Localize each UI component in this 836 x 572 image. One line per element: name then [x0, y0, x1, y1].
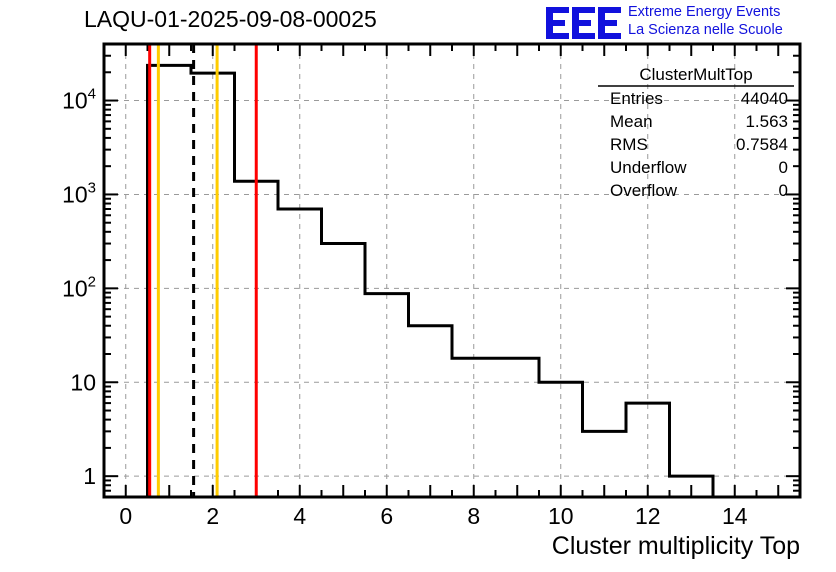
stats-row-label: Mean [610, 112, 653, 131]
stats-row-value: 0.7584 [736, 135, 788, 154]
stats-row-label: Overflow [610, 181, 678, 200]
eee-letters-icon [546, 7, 621, 39]
y-tick-label: 103 [62, 179, 96, 207]
stats-row-value: 0 [779, 181, 788, 200]
x-axis-title: Cluster multiplicity Top [552, 532, 800, 560]
x-tick-label: 10 [548, 503, 574, 529]
stats-row-label: RMS [610, 135, 648, 154]
stats-row-label: Underflow [610, 158, 687, 177]
x-tick-label: 12 [635, 503, 661, 529]
y-tick-label: 102 [62, 273, 96, 301]
x-tick-label: 6 [380, 503, 393, 529]
y-tick-label: 104 [62, 86, 96, 114]
stats-row-value: 44040 [741, 89, 788, 108]
x-tick-label: 4 [293, 503, 306, 529]
page-title: LAQU-01-2025-09-08-00025 [84, 6, 377, 32]
x-tick-label: 14 [722, 503, 748, 529]
stats-row-label: Entries [610, 89, 663, 108]
y-tick-label: 1 [83, 463, 96, 489]
stats-box-title: ClusterMultTop [639, 65, 752, 84]
eee-logo-line2: La Scienza nelle Scuole [628, 22, 783, 38]
eee-logo-line1: Extreme Energy Events [628, 4, 781, 20]
histogram-outline [146, 63, 757, 499]
x-tick-label: 8 [467, 503, 480, 529]
y-tick-label: 10 [70, 369, 96, 395]
stats-row-value: 1.563 [745, 112, 788, 131]
eee-logo: Extreme Energy Events La Scienza nelle S… [545, 2, 835, 42]
stats-row-value: 0 [779, 158, 788, 177]
eee-logo-text: Extreme Energy Events La Scienza nelle S… [628, 3, 783, 39]
plot-frame [102, 42, 802, 499]
x-tick-label: 2 [206, 503, 219, 529]
x-tick-label: 0 [119, 503, 132, 529]
